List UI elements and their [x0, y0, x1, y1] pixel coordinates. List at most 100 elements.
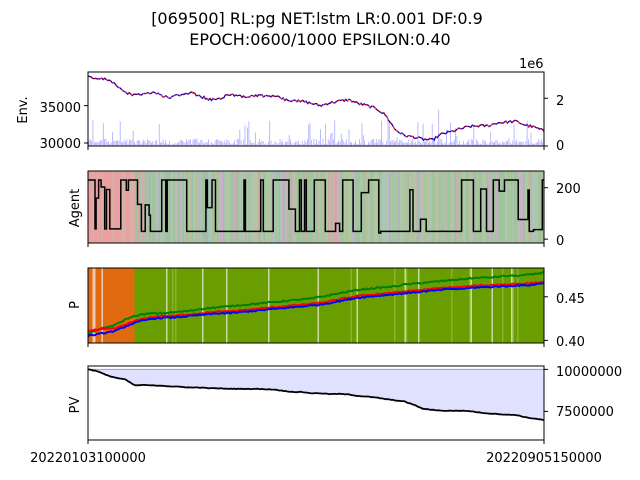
agent-background-stripe — [247, 171, 249, 243]
p-background-stripe — [163, 268, 165, 343]
agent-background-stripe — [532, 171, 534, 243]
agent-background-stripe — [508, 171, 510, 243]
p-background-stripe — [97, 268, 99, 343]
agent-background-stripe — [463, 171, 465, 243]
agent-background-stripe — [452, 171, 455, 243]
agent-background-stripe — [227, 171, 230, 243]
p-background-stripe — [529, 268, 531, 343]
agent-background-stripe — [229, 171, 231, 243]
p-background-stripe — [119, 268, 122, 343]
p-background-stripe — [334, 268, 336, 343]
p-background-stripe — [518, 268, 521, 343]
p-background-stripe — [358, 268, 360, 343]
p-background-stripe — [442, 268, 444, 343]
agent-background-stripe — [398, 171, 401, 243]
agent-background-stripe — [194, 171, 197, 243]
agent-background-stripe — [118, 171, 120, 243]
agent-background-stripe — [275, 171, 278, 243]
p-background-stripe — [541, 268, 543, 343]
p-background-stripe — [485, 268, 488, 343]
p-background-stripe — [469, 268, 471, 343]
p-background-stripe — [517, 268, 519, 343]
p-background-stripe — [437, 268, 440, 343]
agent-background-stripe — [481, 171, 483, 243]
agent-background-stripe — [92, 171, 95, 243]
p-background-stripe — [524, 268, 527, 343]
env-price-segment — [517, 121, 521, 124]
p-background-stripe — [164, 268, 167, 343]
env-price-segment — [194, 92, 197, 97]
agent-background-stripe — [404, 171, 407, 243]
p-background-stripe — [196, 268, 198, 343]
agent-background-stripe — [317, 171, 320, 243]
agent-background-stripe — [236, 171, 239, 243]
p-background-stripe — [535, 268, 537, 343]
agent-background-stripe — [391, 171, 393, 243]
p-background-stripe — [500, 268, 503, 343]
agent-background-stripe — [125, 171, 128, 243]
agent-background-stripe — [173, 171, 176, 243]
env-price-segment — [240, 95, 243, 98]
p-background-stripe — [128, 268, 131, 343]
p-background-stripe — [520, 268, 522, 343]
agent-background-stripe — [536, 171, 539, 243]
agent-background-stripe — [373, 171, 375, 243]
agent-background-stripe — [449, 171, 452, 243]
p-background-stripe — [353, 268, 356, 343]
p-background-stripe — [331, 268, 333, 343]
agent-background-stripe — [523, 171, 525, 243]
agent-background-stripe — [416, 171, 419, 243]
p-background-stripe — [263, 268, 266, 343]
agent-background-stripe — [257, 171, 260, 243]
env-price-segment — [392, 125, 396, 130]
p-background-stripe — [371, 268, 374, 343]
p-background-stripe — [431, 268, 434, 343]
p-background-stripe — [403, 268, 405, 343]
p-background-stripe — [461, 268, 464, 343]
agent-background-stripe — [239, 171, 242, 243]
agent-background-stripe — [487, 171, 489, 243]
p-background-stripe — [89, 268, 92, 343]
agent-background-stripe — [476, 171, 479, 243]
p-background-stripe — [101, 268, 104, 343]
p-background-stripe — [382, 268, 384, 343]
agent-background-stripe — [524, 171, 527, 243]
env-price-segment — [279, 97, 283, 100]
agent-background-stripe — [101, 171, 104, 243]
agent-background-stripe — [283, 171, 285, 243]
env-price-segment — [121, 89, 124, 92]
p-background-stripe — [508, 268, 510, 343]
p-background-stripe — [452, 268, 455, 343]
agent-background-stripe — [274, 171, 276, 243]
agent-background-stripe — [334, 171, 336, 243]
agent-background-stripe — [538, 171, 540, 243]
agent-background-stripe — [335, 171, 338, 243]
agent-background-stripe — [434, 171, 437, 243]
agent-background-stripe — [436, 171, 438, 243]
p-background-stripe — [536, 268, 539, 343]
p-background-stripe — [274, 268, 276, 343]
agent-background-stripe — [215, 171, 218, 243]
agent-background-stripe — [128, 171, 131, 243]
agent-background-stripe — [397, 171, 399, 243]
agent-background-stripe — [115, 171, 117, 243]
agent-background-stripe — [343, 171, 345, 243]
agent-background-stripe — [497, 171, 500, 243]
p-background-stripe — [427, 268, 429, 343]
agent-background-stripe — [203, 171, 206, 243]
p-background-stripe — [256, 268, 258, 343]
env-price-segment — [340, 99, 343, 102]
agent-background-stripe — [539, 171, 542, 243]
agent-action-line — [88, 179, 544, 234]
p-background-stripe — [139, 268, 141, 343]
p-background-stripe — [125, 268, 128, 343]
p-background-stripe — [355, 268, 357, 343]
p-background-stripe — [512, 268, 515, 343]
p-background-stripe — [406, 268, 408, 343]
agent-background-stripe — [422, 171, 425, 243]
agent-background-stripe — [263, 171, 266, 243]
agent-background-stripe — [356, 171, 359, 243]
agent-background-stripe — [175, 171, 177, 243]
agent-background-stripe — [142, 171, 144, 243]
agent-background-stripe — [511, 171, 513, 243]
